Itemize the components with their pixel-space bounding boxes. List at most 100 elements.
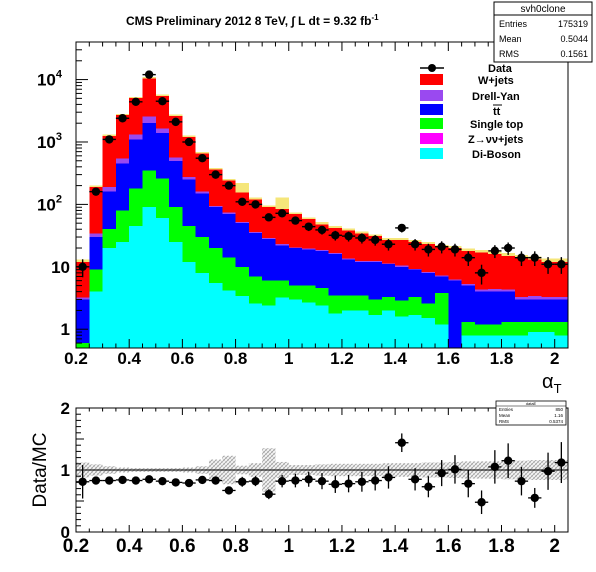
diboson-bar	[222, 290, 236, 348]
ratio-point	[262, 489, 276, 500]
x-tick-label: 1.8	[490, 349, 514, 368]
ratio-point	[288, 473, 303, 488]
ratio-x-tick-label: 1.6	[435, 536, 461, 557]
ratio-x-tick-label: 0.2	[63, 536, 89, 557]
ratio-y-tick-label: 0	[61, 523, 70, 542]
data-point	[302, 222, 316, 232]
x-tick-label: 1.6	[437, 349, 461, 368]
stats-main-value-mean: 0.5044	[560, 34, 588, 44]
ratio-point	[195, 475, 209, 485]
diboson-bar	[381, 310, 396, 348]
ratio-point	[528, 487, 542, 508]
ratio-point	[89, 476, 103, 485]
diboson-bar	[115, 241, 130, 348]
diboson-bar	[129, 226, 143, 348]
stats-ratio-label-mean: Mean	[499, 413, 511, 418]
ratio-point	[208, 476, 223, 485]
main-x-axis-label: αT	[542, 371, 562, 396]
data-point	[275, 209, 289, 218]
main-y-axis: 1 10 102 103 104	[37, 41, 88, 349]
ratio-point	[76, 465, 90, 499]
ratio-x-tick-label: 0.6	[169, 536, 195, 557]
data-point	[421, 243, 436, 257]
ratio-point	[155, 476, 170, 486]
stats-ratio-label-rms: RMS	[499, 419, 509, 424]
ratio-point	[488, 450, 502, 484]
diboson-bar	[302, 302, 316, 348]
ratio-point	[554, 442, 568, 484]
x-axis-label-subscript: T	[554, 381, 562, 396]
diboson-bar	[182, 261, 196, 348]
stats-ratio-label-entries: Entries	[499, 407, 514, 412]
diboson-bar	[355, 310, 369, 348]
y-tick-label: 10	[51, 258, 70, 277]
diboson-bar	[541, 332, 555, 348]
main-title: CMS Preliminary 2012 8 TeV, ∫ L dt = 9.3…	[126, 13, 379, 28]
data-point	[169, 117, 183, 127]
y-tick-label: 103	[37, 131, 62, 152]
data-point	[395, 223, 409, 233]
ratio-point	[102, 476, 116, 485]
ttbar-bar	[76, 299, 90, 348]
x-tick-label: 1.2	[330, 349, 354, 368]
stats-box-ratio: dataE Entries 850 Mean 1.16 RMS 0.5374	[495, 400, 567, 426]
data-point	[501, 242, 515, 255]
ratio-point	[129, 476, 143, 485]
ttbar-bar	[448, 280, 462, 348]
diboson-bar	[395, 316, 409, 348]
diboson-bar	[421, 318, 436, 348]
data-point	[488, 245, 502, 259]
main-plot: 0.2 0.4 0.6 0.8 1 1.2 1.4 1.6 1.8 2 1 10 102 103 104	[37, 41, 569, 368]
diboson-bar	[435, 324, 449, 348]
diboson-bar	[208, 283, 223, 348]
legend-label-diboson: Di-Boson	[472, 149, 521, 161]
ratio-point	[448, 455, 462, 484]
x-tick-label: 0.2	[64, 349, 88, 368]
diboson-bar	[488, 335, 502, 348]
ratio-point	[115, 475, 130, 485]
ratio-point	[395, 433, 409, 453]
diboson-bar	[501, 335, 515, 348]
diboson-bar	[408, 314, 422, 348]
ratio-point	[248, 476, 263, 487]
diboson-bar	[275, 297, 289, 348]
y-tick-label: 104	[37, 69, 63, 90]
data-point	[262, 213, 276, 222]
data-point	[208, 170, 223, 179]
data-point	[381, 239, 396, 251]
x-tick-label: 0.4	[117, 349, 141, 368]
diboson-bar	[262, 305, 276, 348]
ratio-y-axis-label: Data/MC	[30, 433, 51, 508]
ratio-point	[328, 475, 342, 493]
ratio-y-axis: 0 1 2	[61, 399, 88, 542]
ratio-point	[302, 471, 316, 487]
legend-label-wjets: W+jets	[478, 75, 514, 87]
stats-ratio-title: dataE	[526, 401, 537, 406]
diboson-bar	[89, 291, 103, 348]
stats-main-label-rms: RMS	[499, 49, 519, 59]
data-point	[222, 181, 236, 190]
stacked-histogram	[76, 76, 568, 349]
diboson-bar	[142, 207, 156, 348]
data-point	[448, 243, 462, 257]
ratio-point	[381, 466, 396, 489]
diboson-bar	[315, 305, 329, 348]
ratio-x-tick-label: 2	[549, 536, 560, 557]
stats-main-title: svh0clone	[520, 4, 565, 15]
ratio-point	[275, 474, 289, 488]
legend: Data W+jets Drell-Yan tt Single top Z→νν…	[420, 63, 523, 161]
ratio-point	[169, 478, 183, 487]
ratio-point	[182, 478, 196, 488]
data-point	[408, 239, 422, 251]
data-point	[155, 97, 170, 106]
ratio-point	[368, 470, 382, 491]
diboson-bar	[528, 332, 542, 348]
data-point	[102, 135, 116, 144]
ratio-y-tick-label: 1	[61, 461, 70, 480]
data-point	[435, 241, 449, 254]
data-point	[235, 197, 249, 207]
ratio-point	[435, 460, 449, 487]
ratio-x-tick-label: 1.8	[488, 536, 514, 557]
data-point	[115, 114, 130, 123]
legend-label-drellyan: Drell-Yan	[472, 91, 520, 103]
